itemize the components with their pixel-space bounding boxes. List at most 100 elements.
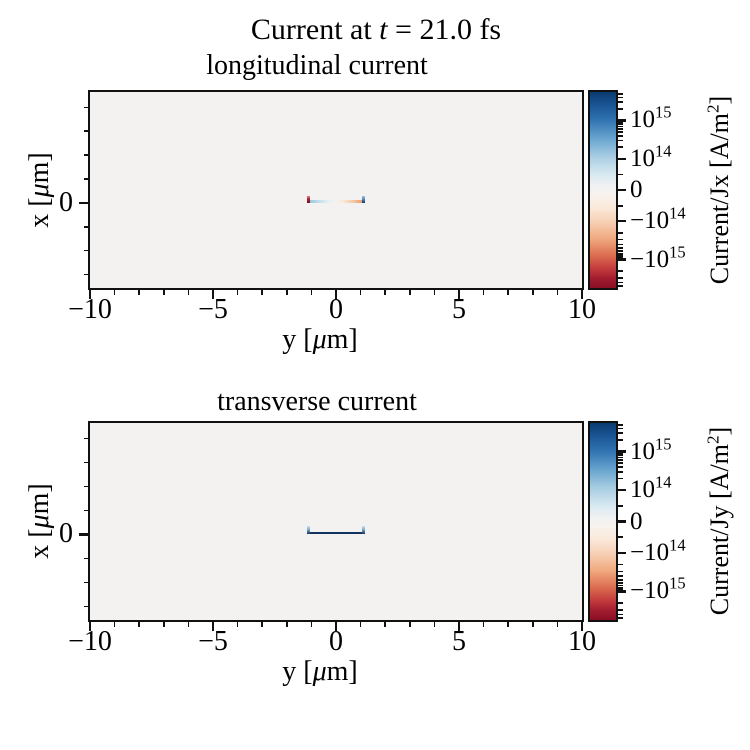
colorbar-tick-label: −1015 [630, 574, 686, 605]
colorbar-tick-base: 10 [630, 144, 655, 172]
y-minor-tick [83, 581, 88, 584]
x-tick-label: −10 [68, 626, 112, 657]
colorbar-major-tick [618, 188, 626, 192]
x-minor-tick [532, 290, 534, 295]
colorbar-minor-tick [618, 146, 623, 149]
colorbar-tick-exponent: 14 [669, 204, 686, 224]
x-major-tick [211, 622, 215, 631]
x-minor-tick [261, 290, 263, 295]
colorbar-major-tick [618, 488, 626, 492]
colorbar-minor-tick [618, 584, 623, 587]
y-minor-tick [83, 249, 88, 252]
x-minor-tick [236, 622, 239, 627]
colorbar-minor-tick [618, 270, 623, 272]
y-tick-label: 0 [59, 518, 73, 550]
y-minor-tick [83, 226, 88, 228]
colorbar-tick-base: 0 [630, 176, 643, 203]
colorbar-minor-tick [618, 613, 623, 616]
x-minor-tick [310, 290, 313, 295]
current-filament-endcap-right [362, 526, 365, 535]
colorbar-tick-base: 10 [630, 475, 655, 503]
y-tick-label: 0 [59, 186, 73, 218]
x-major-tick [334, 290, 338, 299]
x-minor-tick [236, 290, 239, 295]
colorbar-minor-tick [618, 257, 623, 259]
colorbar-tick-exponent: 15 [669, 242, 686, 262]
colorbar-tick-label: −1014 [630, 204, 686, 235]
x-tick-label: 10 [568, 294, 596, 325]
colorbar-label-sup: 2 [703, 435, 723, 445]
colorbar-minor-tick [618, 243, 623, 246]
ylabel-transverse: x [μm] [24, 483, 56, 559]
colorbar-minor-tick [618, 504, 623, 507]
colorbar-major-tick [618, 551, 626, 555]
colorbar-minor-tick [618, 123, 623, 125]
axes-transverse [88, 421, 584, 622]
colorbar-tick-base: −10 [630, 245, 670, 273]
y-minor-tick [83, 485, 88, 488]
colorbar-tick-base: −10 [630, 539, 670, 567]
colorbar-minor-tick [618, 588, 623, 591]
x-minor-tick [187, 622, 190, 627]
colorbar-minor-tick [618, 423, 623, 426]
colorbar-tick-base: −10 [630, 577, 670, 605]
colorbar-tick-label: 1015 [630, 104, 672, 134]
colorbar-label-jx: Current/Jx [A/m2] [703, 95, 735, 284]
colorbar-minor-tick [618, 281, 623, 284]
x-minor-tick [384, 290, 386, 295]
colorbar-minor-tick [618, 586, 623, 589]
colorbar-minor-tick [618, 204, 623, 207]
x-minor-tick [409, 290, 411, 295]
current-filament-endcap-left [307, 195, 310, 203]
x-minor-tick [286, 622, 288, 627]
y-minor-tick [83, 273, 88, 276]
colorbar-minor-tick [618, 582, 623, 584]
x-tick-label: 0 [329, 626, 343, 657]
colorbar-tick-label: 0 [630, 508, 643, 536]
current-filament [307, 531, 365, 535]
colorbar-major-tick [618, 157, 626, 160]
colorbar-longitudinal [588, 90, 618, 290]
colorbar-tick-exponent: 15 [655, 434, 672, 454]
colorbar-tick-exponent: 15 [669, 574, 686, 594]
colorbar-minor-tick [618, 108, 623, 110]
colorbar-minor-tick [618, 96, 623, 99]
ylabel-unit: m] [24, 483, 55, 515]
colorbar-tick-base: 10 [630, 106, 655, 134]
y-minor-tick [83, 178, 88, 180]
colorbar-minor-tick [618, 238, 623, 241]
ylabel-unit: m] [24, 152, 55, 184]
x-minor-tick [482, 290, 485, 295]
xlabel-text: y [ [282, 656, 313, 687]
x-major-tick [88, 290, 92, 299]
colorbar-tick-label: 1014 [630, 143, 672, 173]
xlabel-mu: μ [312, 656, 327, 687]
y-minor-tick [83, 437, 88, 440]
colorbar-minor-tick [618, 570, 623, 573]
colorbar-major-tick [618, 520, 626, 523]
colorbar-minor-tick [618, 131, 623, 133]
colorbar-major-tick [618, 450, 626, 453]
ylabel-longitudinal: x [μm] [24, 152, 56, 228]
subplot-title-transverse: transverse current [217, 386, 417, 417]
y-minor-tick [83, 605, 88, 608]
colorbar-minor-tick [618, 575, 623, 578]
colorbar-major-tick [618, 590, 626, 593]
y-minor-tick [83, 130, 88, 132]
x-minor-tick [261, 622, 263, 627]
colorbar-minor-tick [618, 459, 623, 461]
current-filament-endcap-left [307, 526, 310, 535]
x-tick-label: −10 [68, 294, 112, 325]
x-minor-tick [163, 290, 165, 295]
colorbar-label-close: ] [705, 95, 734, 105]
x-minor-tick [359, 290, 362, 295]
colorbar-minor-tick [618, 125, 623, 128]
colorbar-tick-base: 0 [630, 507, 643, 535]
x-major-tick [88, 622, 92, 631]
colorbar-tick-exponent: 14 [669, 535, 686, 555]
ylabel-mu: μ [24, 514, 55, 529]
colorbar-minor-tick [618, 277, 623, 279]
colorbar-minor-tick [618, 602, 623, 604]
ylabel-text: x [ [24, 528, 55, 559]
colorbar-minor-tick [618, 452, 623, 455]
